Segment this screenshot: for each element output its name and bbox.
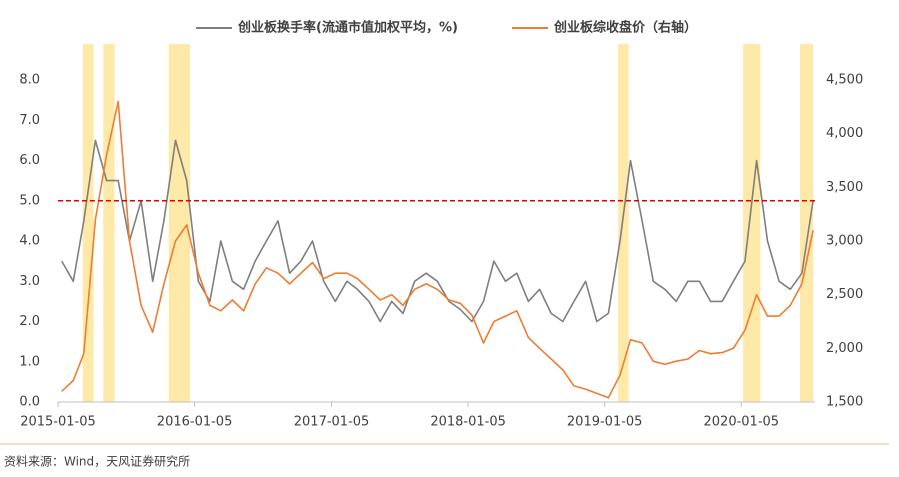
- y2-tick-label: 4,000: [826, 126, 863, 141]
- y2-tick-label: 3,000: [826, 234, 863, 249]
- x-tick-label: 2016-01-05: [157, 415, 233, 430]
- highlight-band: [618, 44, 629, 402]
- y-tick-label: 3.0: [19, 274, 40, 289]
- source-note: 资料来源：Wind，天风证券研究所: [4, 454, 190, 469]
- x-tick-label: 2017-01-05: [294, 415, 370, 430]
- y2-tick-label: 1,500: [826, 395, 863, 410]
- highlight-band: [168, 44, 191, 402]
- x-tick-label: 2018-01-05: [430, 415, 506, 430]
- y-tick-label: 1.0: [19, 354, 40, 369]
- y-tick-label: 4.0: [19, 234, 40, 249]
- x-tick-label: 2019-01-05: [567, 415, 643, 430]
- y-tick-label: 8.0: [19, 73, 40, 88]
- y2-tick-label: 2,000: [826, 341, 863, 356]
- y-tick-label: 2.0: [19, 314, 40, 329]
- x-tick-label: 2015-01-05: [20, 415, 96, 430]
- y-tick-label: 6.0: [19, 153, 40, 168]
- legend-label: 创业板换手率(流通市值加权平均，%): [237, 20, 458, 36]
- y2-tick-label: 4,500: [826, 73, 863, 88]
- highlight-band: [82, 44, 94, 402]
- y2-tick-label: 2,500: [826, 287, 863, 302]
- series-line: [61, 100, 814, 399]
- legend: 创业板换手率(流通市值加权平均，%) 创业板综收盘价（右轴）: [196, 20, 697, 36]
- highlight-band: [743, 44, 761, 402]
- y-tick-label: 0.0: [19, 395, 40, 410]
- legend-label: 创业板综收盘价（右轴）: [553, 20, 697, 36]
- highlight-band: [800, 44, 814, 402]
- y2-tick-label: 3,500: [826, 180, 863, 195]
- highlight-band: [103, 44, 115, 402]
- x-tick-label: 2020-01-05: [704, 415, 780, 430]
- y-tick-label: 7.0: [19, 113, 40, 128]
- series-line: [61, 139, 814, 323]
- plot-area: [58, 44, 815, 402]
- y-tick-label: 5.0: [19, 193, 40, 208]
